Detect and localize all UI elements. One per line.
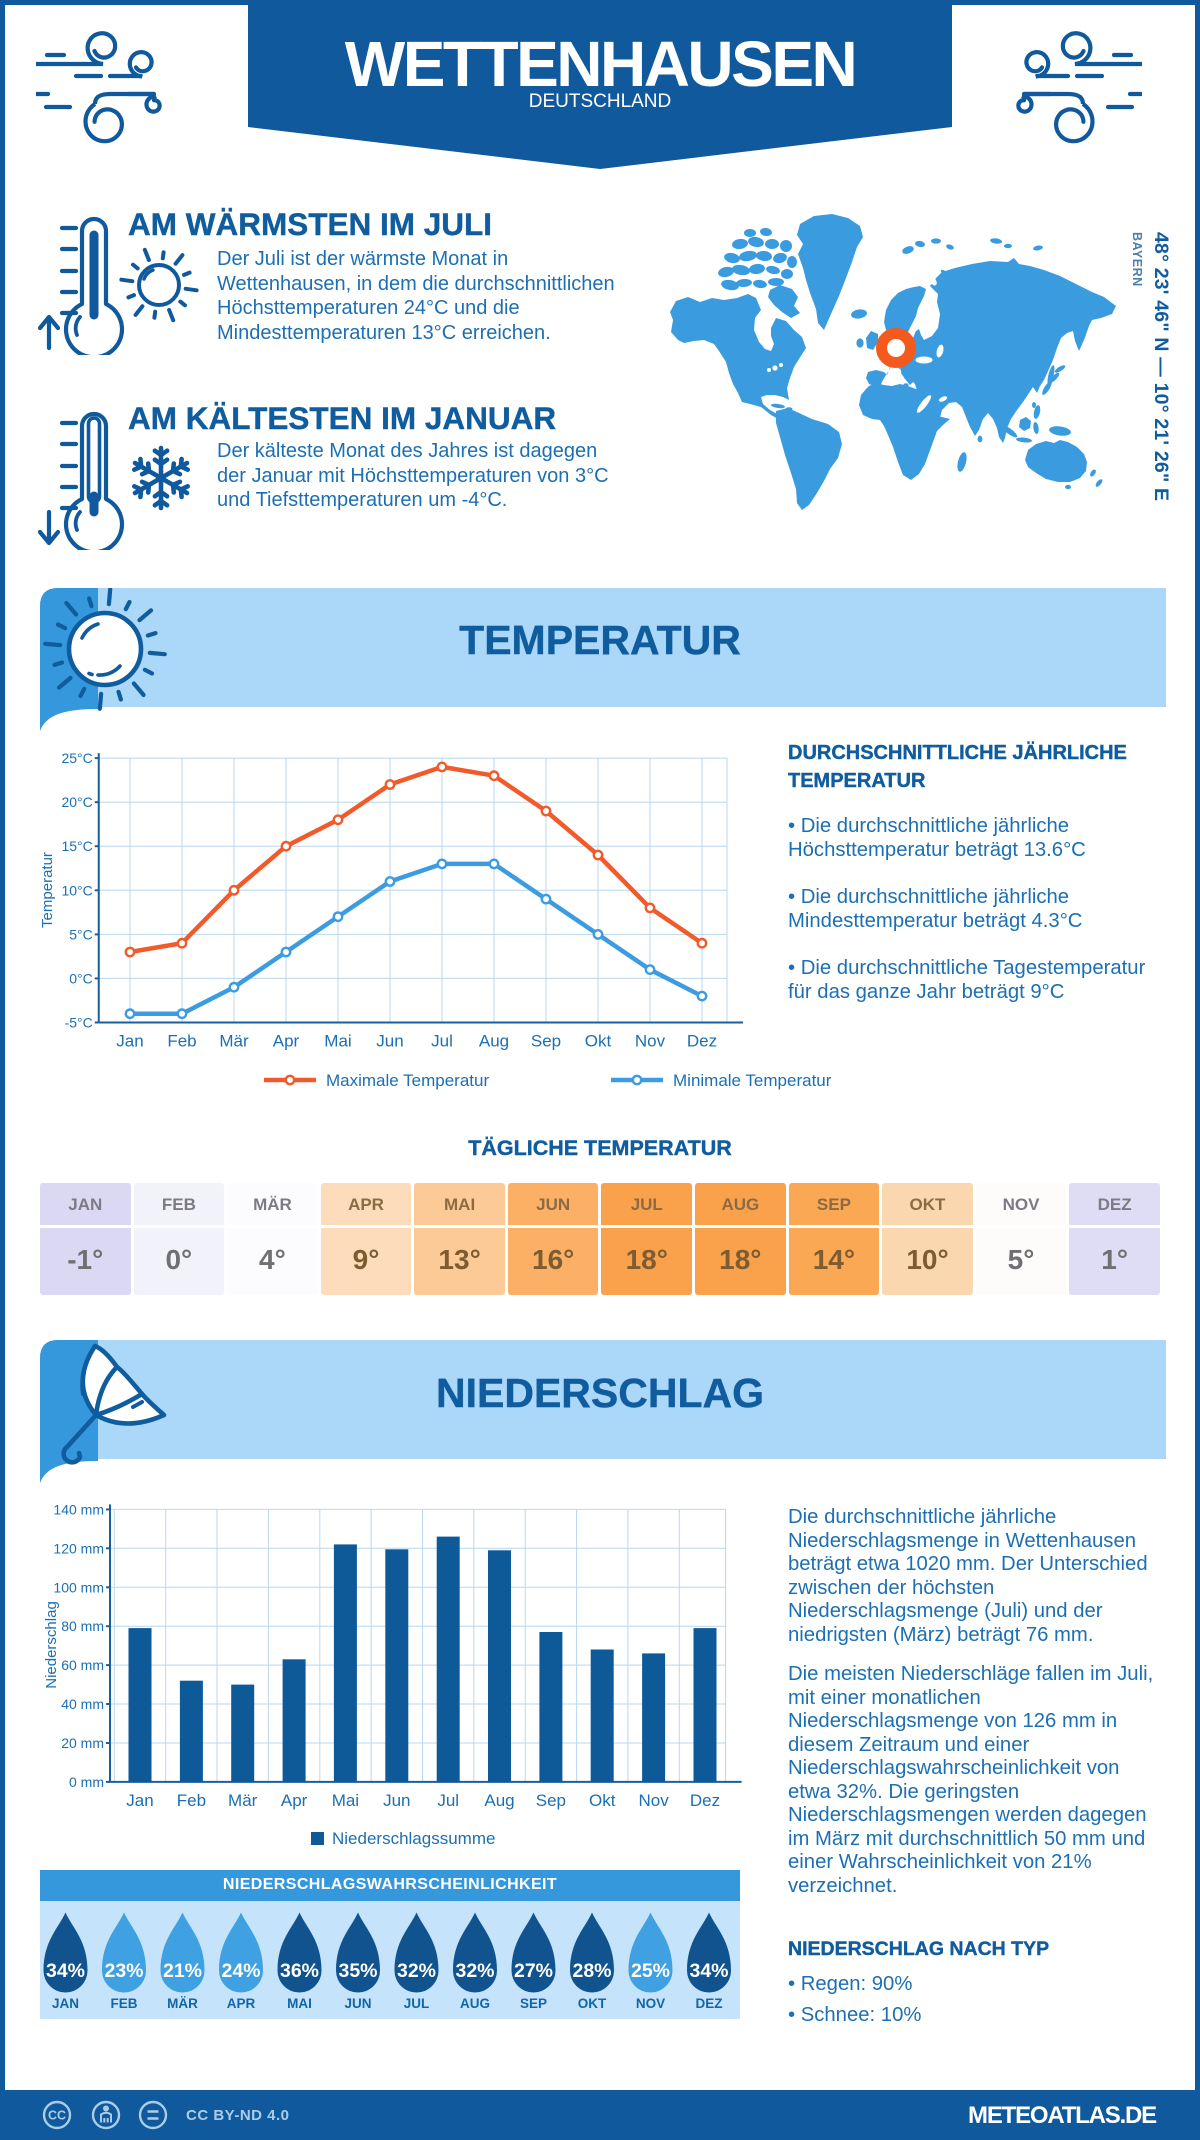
svg-text:21%: 21% [163, 1960, 202, 1982]
svg-text:AUG: AUG [460, 1996, 490, 2011]
svg-text:Nov: Nov [635, 1032, 666, 1051]
svg-text:Jan: Jan [116, 1032, 143, 1051]
svg-text:MÄR: MÄR [167, 1996, 198, 2011]
svg-text:40 mm: 40 mm [61, 1696, 104, 1712]
svg-text:Jun: Jun [383, 1791, 410, 1810]
svg-text:Apr: Apr [281, 1791, 308, 1810]
svg-text:100 mm: 100 mm [53, 1579, 104, 1595]
svg-text:Sep: Sep [531, 1032, 561, 1051]
svg-text:JUL: JUL [404, 1996, 430, 2011]
svg-text:Aug: Aug [484, 1791, 514, 1810]
svg-text:Okt: Okt [585, 1032, 612, 1051]
svg-text:20°C: 20°C [61, 794, 92, 810]
svg-text:Mai: Mai [332, 1791, 359, 1810]
svg-text:Niederschlag: Niederschlag [43, 1601, 60, 1689]
svg-text:20 mm: 20 mm [61, 1735, 104, 1751]
svg-text:15°C: 15°C [61, 838, 92, 854]
svg-text:FEB: FEB [111, 1996, 138, 2011]
svg-text:Mär: Mär [228, 1791, 258, 1810]
svg-text:Aug: Aug [479, 1032, 509, 1051]
svg-text:10°C: 10°C [61, 882, 92, 898]
svg-text:Jul: Jul [437, 1791, 459, 1810]
svg-text:120 mm: 120 mm [53, 1540, 104, 1556]
svg-text:0°C: 0°C [69, 970, 93, 986]
svg-text:34%: 34% [689, 1960, 728, 1982]
svg-text:Jan: Jan [126, 1791, 153, 1810]
svg-text:Jun: Jun [376, 1032, 403, 1051]
svg-text:Apr: Apr [273, 1032, 300, 1051]
svg-text:SEP: SEP [520, 1996, 547, 2011]
svg-text:Maximale Temperatur: Maximale Temperatur [326, 1071, 489, 1090]
svg-text:APR: APR [227, 1996, 256, 2011]
svg-text:34%: 34% [46, 1960, 85, 1982]
svg-text:32%: 32% [397, 1960, 436, 1982]
svg-text:28%: 28% [572, 1960, 611, 1982]
svg-text:Temperatur: Temperatur [39, 852, 56, 928]
svg-text:OKT: OKT [578, 1996, 607, 2011]
svg-text:60 mm: 60 mm [61, 1657, 104, 1673]
svg-text:Minimale Temperatur: Minimale Temperatur [673, 1071, 832, 1090]
svg-text:25%: 25% [631, 1960, 670, 1982]
svg-text:25°C: 25°C [61, 750, 92, 766]
svg-text:CC: CC [48, 2109, 66, 2123]
svg-text:-5°C: -5°C [65, 1015, 93, 1031]
svg-text:0 mm: 0 mm [69, 1774, 104, 1790]
svg-text:140 mm: 140 mm [53, 1501, 104, 1517]
svg-text:MAI: MAI [287, 1996, 312, 2011]
svg-text:Nov: Nov [638, 1791, 669, 1810]
svg-text:35%: 35% [338, 1960, 377, 1982]
svg-text:JUN: JUN [344, 1996, 371, 2011]
svg-text:Niederschlagssumme: Niederschlagssumme [332, 1829, 495, 1848]
svg-text:5°C: 5°C [69, 926, 93, 942]
svg-text:24%: 24% [221, 1960, 260, 1982]
svg-text:32%: 32% [455, 1960, 494, 1982]
svg-text:Jul: Jul [431, 1032, 453, 1051]
svg-text:DEZ: DEZ [696, 1996, 723, 2011]
svg-text:Okt: Okt [589, 1791, 616, 1810]
svg-text:27%: 27% [514, 1960, 553, 1982]
svg-text:Mär: Mär [219, 1032, 249, 1051]
svg-text:Mai: Mai [324, 1032, 351, 1051]
svg-text:Feb: Feb [177, 1791, 206, 1810]
svg-text:Dez: Dez [690, 1791, 720, 1810]
svg-text:23%: 23% [104, 1960, 143, 1982]
svg-text:JAN: JAN [52, 1996, 79, 2011]
svg-text:Feb: Feb [167, 1032, 196, 1051]
svg-text:80 mm: 80 mm [61, 1618, 104, 1634]
svg-text:Sep: Sep [536, 1791, 566, 1810]
svg-text:36%: 36% [280, 1960, 319, 1982]
svg-text:Dez: Dez [687, 1032, 717, 1051]
svg-text:NOV: NOV [636, 1996, 665, 2011]
